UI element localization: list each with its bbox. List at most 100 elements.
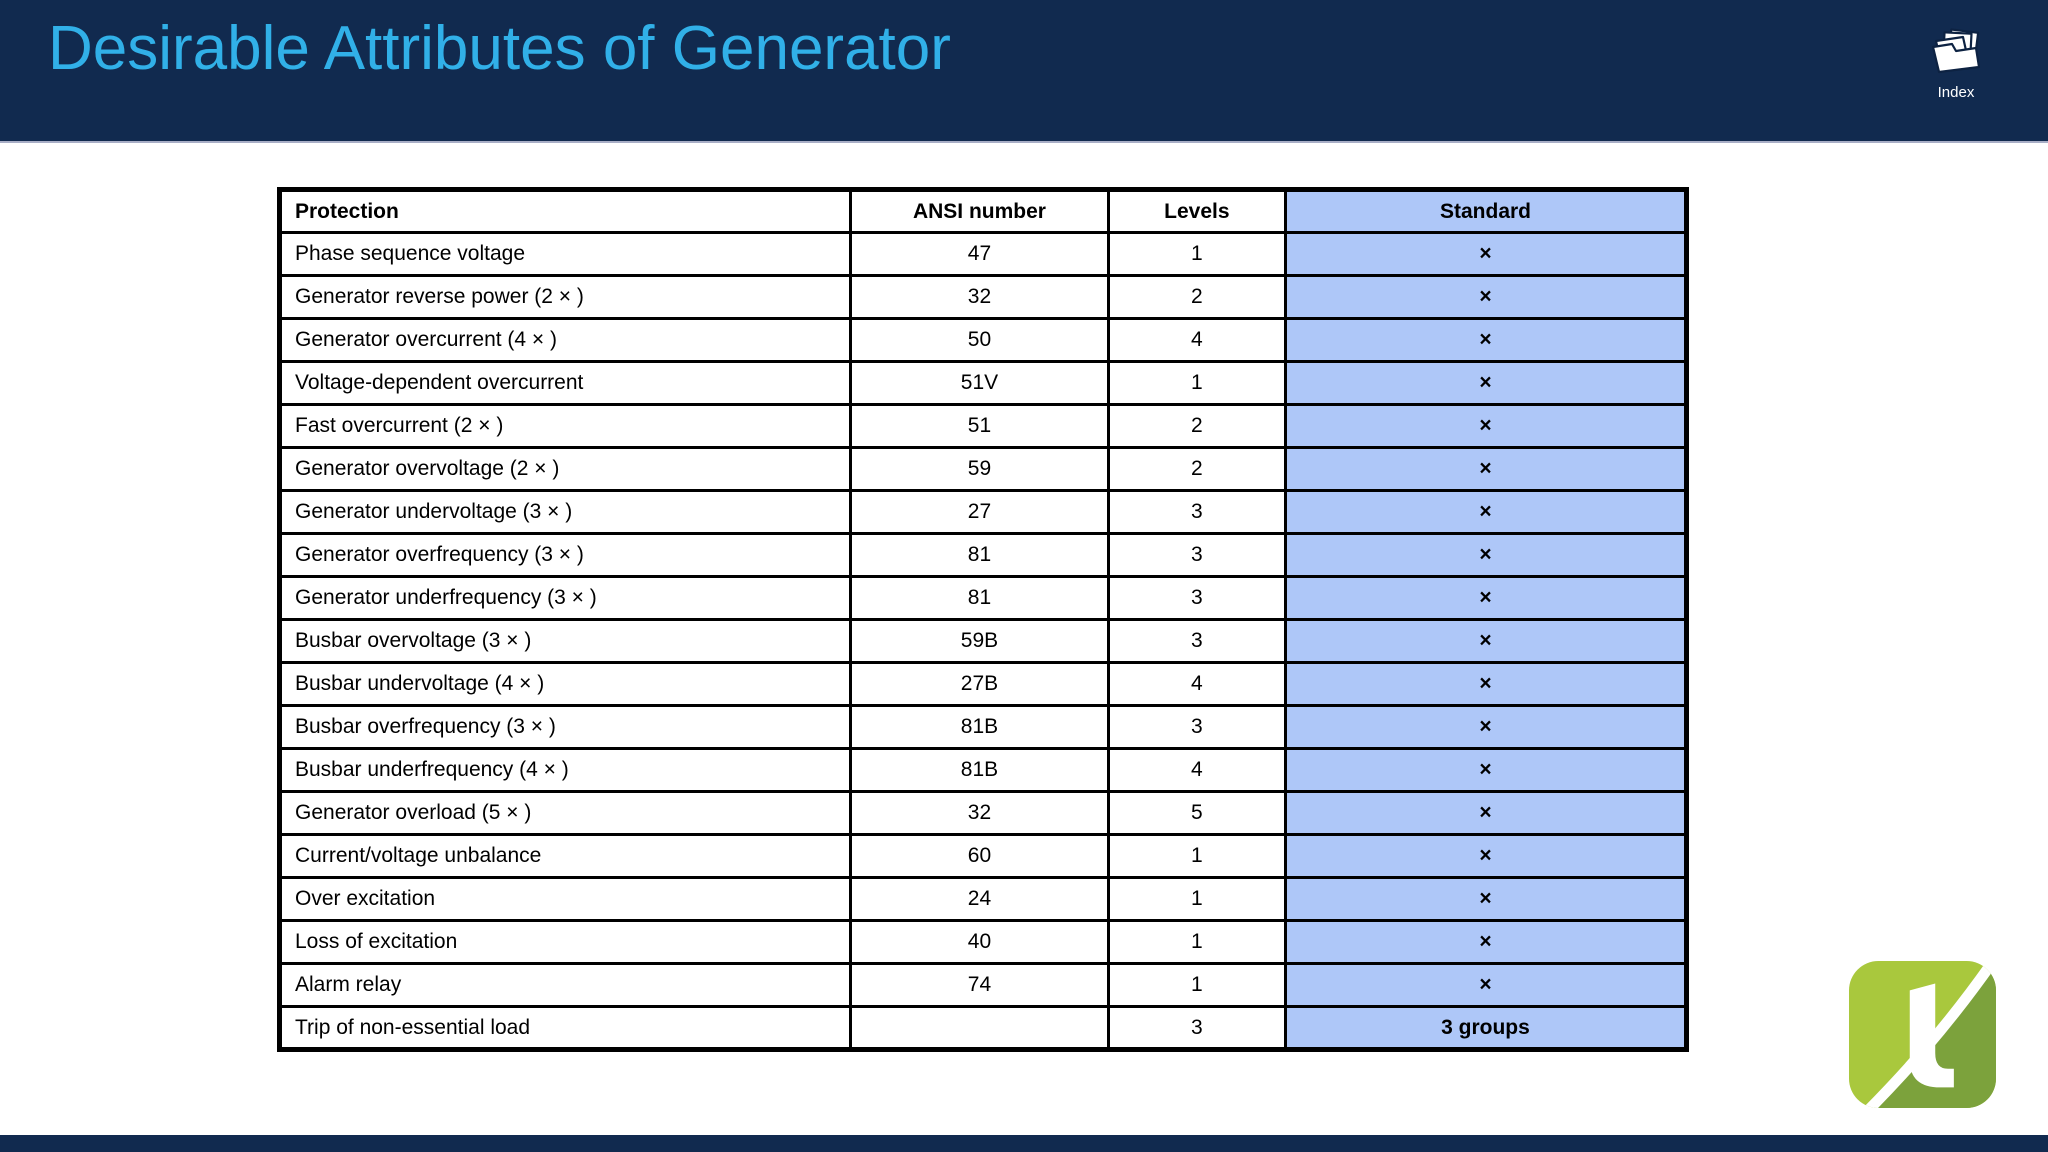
protection-cell: Generator overload (5 × )	[277, 790, 853, 836]
col-header-protection: Protection	[277, 188, 853, 234]
levels-cell: 4	[1106, 661, 1287, 707]
table-row: Busbar overfrequency (3 × ) 81B 3 ×	[277, 704, 1689, 750]
standard-cell: ×	[1283, 833, 1689, 879]
standard-cell: ×	[1283, 747, 1689, 793]
levels-cell: 3	[1106, 704, 1287, 750]
index-icon	[1929, 28, 1983, 83]
col-header-levels: Levels	[1106, 188, 1287, 234]
standard-cell: ×	[1283, 446, 1689, 492]
levels-cell: 1	[1106, 962, 1287, 1008]
levels-cell: 3	[1106, 1005, 1287, 1051]
levels-cell: 3	[1106, 618, 1287, 664]
levels-cell: 3	[1106, 532, 1287, 578]
table-row: Over excitation 24 1 ×	[277, 876, 1689, 922]
standard-cell: ×	[1283, 704, 1689, 750]
levels-cell: 3	[1106, 575, 1287, 621]
levels-cell: 2	[1106, 446, 1287, 492]
levels-cell: 1	[1106, 919, 1287, 965]
table-row: Generator overload (5 × ) 32 5 ×	[277, 790, 1689, 836]
table-row: Generator reverse power (2 × ) 32 2 ×	[277, 274, 1689, 320]
protection-cell: Busbar overfrequency (3 × )	[277, 704, 853, 750]
standard-cell: ×	[1283, 962, 1689, 1008]
levels-cell: 2	[1106, 274, 1287, 320]
table-row: Loss of excitation 40 1 ×	[277, 919, 1689, 965]
ansi-number-cell: 27	[849, 489, 1110, 535]
table-row: Generator undervoltage (3 × ) 27 3 ×	[277, 489, 1689, 535]
protection-cell: Busbar undervoltage (4 × )	[277, 661, 853, 707]
ansi-number-cell: 32	[849, 274, 1110, 320]
index-label: Index	[1937, 84, 1975, 101]
standard-cell: ×	[1283, 790, 1689, 836]
table-row: Generator overvoltage (2 × ) 59 2 ×	[277, 446, 1689, 492]
levels-cell: 1	[1106, 876, 1287, 922]
company-logo	[1849, 961, 1996, 1108]
protection-cell: Trip of non-essential load	[277, 1005, 853, 1051]
levels-cell: 1	[1106, 231, 1287, 277]
col-header-ansi-number: ANSI number	[849, 188, 1110, 234]
logo-icon	[1849, 961, 1996, 1112]
ansi-number-cell: 50	[849, 317, 1110, 363]
protection-cell: Voltage-dependent overcurrent	[277, 360, 853, 406]
table-header-row: Protection ANSI number Levels Standard	[277, 188, 1689, 234]
table-row: Busbar undervoltage (4 × ) 27B 4 ×	[277, 661, 1689, 707]
ansi-number-cell: 47	[849, 231, 1110, 277]
table-row: Trip of non-essential load 3 3 groups	[277, 1005, 1689, 1051]
page-title: Desirable Attributes of Generator	[48, 14, 951, 83]
protection-cell: Generator overcurrent (4 × )	[277, 317, 853, 363]
protection-cell: Generator overvoltage (2 × )	[277, 446, 853, 492]
ansi-number-cell: 40	[849, 919, 1110, 965]
ansi-number-cell: 74	[849, 962, 1110, 1008]
protection-cell: Generator undervoltage (3 × )	[277, 489, 853, 535]
levels-cell: 1	[1106, 833, 1287, 879]
ansi-number-cell: 24	[849, 876, 1110, 922]
ansi-number-cell: 60	[849, 833, 1110, 879]
ansi-number-cell: 81B	[849, 747, 1110, 793]
table-row: Generator underfrequency (3 × ) 81 3 ×	[277, 575, 1689, 621]
protection-cell: Over excitation	[277, 876, 853, 922]
protection-cell: Generator reverse power (2 × )	[277, 274, 853, 320]
levels-cell: 2	[1106, 403, 1287, 449]
protection-cell: Fast overcurrent (2 × )	[277, 403, 853, 449]
index-button[interactable]: Index	[1918, 28, 1994, 100]
levels-cell: 3	[1106, 489, 1287, 535]
table-row: Generator overfrequency (3 × ) 81 3 ×	[277, 532, 1689, 578]
levels-cell: 4	[1106, 317, 1287, 363]
standard-cell: ×	[1283, 489, 1689, 535]
protection-cell: Generator underfrequency (3 × )	[277, 575, 853, 621]
ansi-number-cell: 51V	[849, 360, 1110, 406]
table-row: Voltage-dependent overcurrent 51V 1 ×	[277, 360, 1689, 406]
standard-cell: ×	[1283, 317, 1689, 363]
ansi-number-cell	[849, 1005, 1110, 1051]
standard-cell: ×	[1283, 919, 1689, 965]
ansi-number-cell: 81	[849, 532, 1110, 578]
standard-cell: ×	[1283, 403, 1689, 449]
protection-cell: Phase sequence voltage	[277, 231, 853, 277]
protection-table: Protection ANSI number Levels Standard P…	[277, 187, 1689, 1052]
table-row: Alarm relay 74 1 ×	[277, 962, 1689, 1008]
ansi-number-cell: 81	[849, 575, 1110, 621]
protection-cell: Current/voltage unbalance	[277, 833, 853, 879]
ansi-number-cell: 27B	[849, 661, 1110, 707]
standard-cell: ×	[1283, 274, 1689, 320]
standard-cell: ×	[1283, 532, 1689, 578]
table-row: Generator overcurrent (4 × ) 50 4 ×	[277, 317, 1689, 363]
ansi-number-cell: 51	[849, 403, 1110, 449]
title-bar: Desirable Attributes of Generator Index	[0, 0, 2048, 143]
ansi-number-cell: 59B	[849, 618, 1110, 664]
protection-cell: Loss of excitation	[277, 919, 853, 965]
table-row: Fast overcurrent (2 × ) 51 2 ×	[277, 403, 1689, 449]
protection-cell: Alarm relay	[277, 962, 853, 1008]
protection-cell: Busbar underfrequency (4 × )	[277, 747, 853, 793]
bottom-bar	[0, 1135, 2048, 1152]
protection-cell: Busbar overvoltage (3 × )	[277, 618, 853, 664]
standard-cell: ×	[1283, 231, 1689, 277]
table-row: Busbar underfrequency (4 × ) 81B 4 ×	[277, 747, 1689, 793]
ansi-number-cell: 59	[849, 446, 1110, 492]
standard-cell: ×	[1283, 876, 1689, 922]
table-row: Current/voltage unbalance 60 1 ×	[277, 833, 1689, 879]
ansi-number-cell: 32	[849, 790, 1110, 836]
levels-cell: 5	[1106, 790, 1287, 836]
standard-cell: ×	[1283, 661, 1689, 707]
col-header-standard: Standard	[1283, 188, 1689, 234]
